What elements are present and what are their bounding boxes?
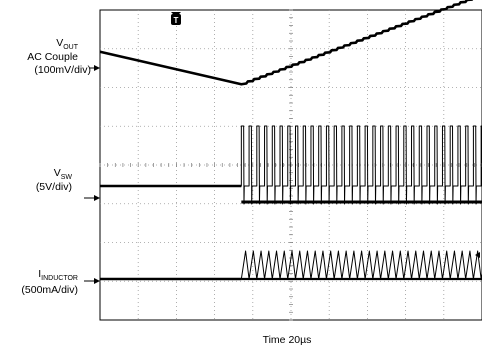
trigger-marker-icon: T [171, 12, 181, 25]
inductor-ref-arrow-head [94, 278, 100, 284]
scope-grid [99, 9, 482, 321]
vout-coupling-label: AC Couple [27, 51, 78, 63]
vsw-label-main: V [54, 167, 61, 179]
scope-markers [84, 65, 480, 284]
vout-label-sub: OUT [63, 44, 79, 51]
vout-ref-arrow-head [94, 65, 100, 71]
vsw-scale-label: (5V/div) [36, 181, 72, 193]
vout-trace [99, 0, 474, 86]
channel-label-vsw: VSW (5V/div) [36, 167, 73, 193]
channel-label-vout: VOUT AC Couple (100mV/div) [27, 37, 91, 76]
svg-text:VSW: VSW [54, 167, 73, 181]
vsw-ref-arrow-head [94, 195, 100, 201]
vsw-trace [100, 125, 482, 205]
inductor-label-sub: INDUCTOR [41, 275, 78, 282]
vsw-label-sub: SW [61, 174, 73, 181]
svg-text:IINDUCTOR: IINDUCTOR [38, 268, 78, 282]
channel-label-inductor: IINDUCTOR (500mA/div) [21, 268, 78, 296]
inductor-label-main: I [38, 268, 41, 280]
trigger-level-marker-icon [475, 252, 480, 258]
vout-scale-label: (100mV/div) [34, 64, 91, 76]
inductor-scale-label: (500mA/div) [21, 284, 78, 296]
vout-label-main: V [56, 37, 63, 49]
svg-text:T: T [174, 16, 179, 25]
scope-traces [99, 0, 482, 281]
x-axis-label: Time 20µs [263, 334, 312, 346]
svg-text:VOUT: VOUT [56, 37, 79, 51]
